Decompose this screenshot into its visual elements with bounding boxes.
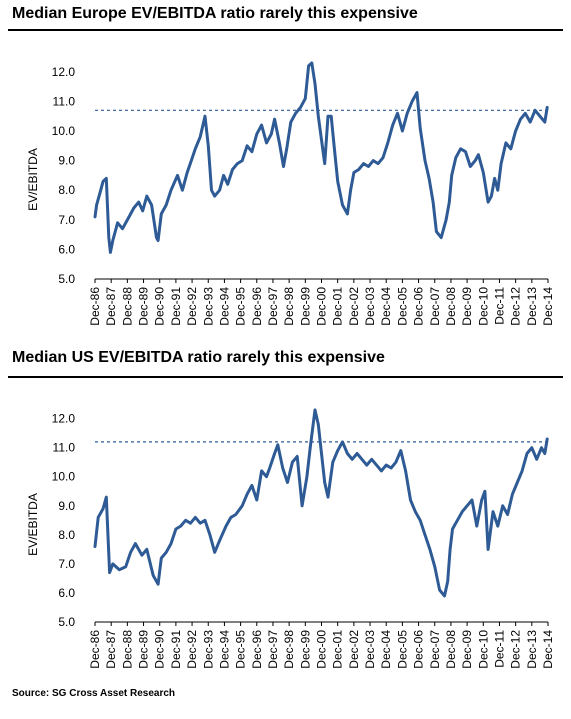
source-note: Source: SG Cross Asset Research [12, 688, 176, 699]
us-x-tick-label: Dec-91 [169, 630, 183, 669]
us-x-tick-label: Dec-04 [379, 630, 393, 669]
europe-x-tick-label: Dec-04 [379, 287, 393, 326]
us-title-rule [8, 376, 563, 378]
us-x-tick-label: Dec-07 [428, 630, 442, 669]
europe-y-tick-label: 11.0 [53, 94, 76, 108]
europe-x-tick-label: Dec-93 [201, 287, 215, 326]
us-x-tick-label: Dec-12 [509, 630, 523, 669]
us-chart-title: Median US EV/EBITDA ratio rarely this ex… [12, 349, 385, 366]
europe-x-tick-label: Dec-00 [315, 287, 329, 326]
europe-chart: 5.0 6.0 7.0 8.0 9.0 10.0 11.0 12.0 EV/EBITDA Dec-… [26, 61, 555, 326]
europe-chart-panel: Median Europe EV/EBITDA ratio rarely thi… [0, 0, 571, 350]
us-y-tick-label: 6.0 [58, 586, 75, 600]
us-x-tick-label: Dec-14 [541, 630, 555, 669]
europe-x-tick-label: Dec-98 [282, 287, 296, 326]
us-y-tick-label: 9.0 [58, 499, 75, 513]
us-x-tick-label: Dec-93 [201, 630, 215, 669]
europe-y-tick-label: 12.0 [52, 65, 76, 79]
us-x-tick-label: Dec-94 [217, 630, 231, 669]
europe-x-tick-label: Dec-11 [492, 287, 506, 325]
europe-x-tick-label: Dec-92 [185, 287, 199, 326]
us-x-tick-label: Dec-08 [444, 630, 458, 669]
europe-x-tick-label: Dec-12 [509, 287, 523, 326]
europe-y-tick-label: 5.0 [58, 272, 75, 286]
europe-chart-title: Median Europe EV/EBITDA ratio rarely thi… [12, 5, 418, 22]
europe-x-tick-label: Dec-89 [137, 287, 151, 326]
us-x-tick-label: Dec-89 [137, 630, 151, 669]
europe-x-tick-label: Dec-95 [234, 287, 248, 326]
us-chart: 5.0 6.0 7.0 8.0 9.0 10.0 11.0 12.0 EV/EBITDA Dec-… [26, 408, 555, 669]
europe-x-tick-label: Dec-13 [525, 287, 539, 326]
europe-x-tick-label: Dec-01 [331, 287, 345, 326]
us-y-tick-label: 11.0 [53, 441, 76, 455]
us-x-tick-label: Dec-11 [492, 630, 506, 668]
us-x-tick-label: Dec-01 [331, 630, 345, 669]
us-y-tick-label: 10.0 [52, 470, 76, 484]
us-x-tick-label: Dec-02 [347, 630, 361, 669]
europe-x-tick-label: Dec-96 [250, 287, 264, 326]
us-x-tick-label: Dec-96 [250, 630, 264, 669]
us-x-tick-label: Dec-00 [315, 630, 329, 669]
europe-x-tick-label: Dec-87 [104, 287, 118, 326]
us-x-tick-label: Dec-06 [412, 630, 426, 669]
europe-x-tick-label: Dec-07 [428, 287, 442, 326]
us-series-line [93, 408, 549, 598]
us-x-tick-label: Dec-09 [460, 630, 474, 669]
europe-y-axis-title: EV/EBITDA [26, 148, 40, 211]
us-y-tick-label: 12.0 [52, 412, 76, 426]
europe-x-tick-label: Dec-88 [120, 287, 134, 326]
europe-y-tick-label: 8.0 [58, 183, 75, 197]
us-y-axis-title: EV/EBITDA [26, 493, 40, 556]
us-y-tick-label: 8.0 [58, 528, 75, 542]
europe-y-tick-label: 6.0 [58, 242, 75, 256]
us-x-tick-label: Dec-10 [476, 630, 490, 669]
us-y-tick-label: 5.0 [58, 615, 75, 629]
europe-x-tick-label: Dec-94 [217, 287, 231, 326]
us-x-tick-label: Dec-87 [104, 630, 118, 669]
us-y-tick-label: 7.0 [58, 557, 75, 571]
europe-y-tick-label: 9.0 [58, 154, 75, 168]
europe-x-tick-label: Dec-14 [541, 287, 555, 326]
us-x-tick-label: Dec-13 [525, 630, 539, 669]
us-x-tick-label: Dec-90 [153, 630, 167, 669]
us-x-tick-label: Dec-98 [282, 630, 296, 669]
europe-title-rule [8, 29, 563, 31]
europe-x-tick-label: Dec-86 [88, 287, 102, 326]
europe-x-tick-label: Dec-03 [363, 287, 377, 326]
europe-x-tick-label: Dec-05 [395, 287, 409, 326]
europe-x-tick-label: Dec-99 [298, 287, 312, 326]
us-x-tick-label: Dec-95 [234, 630, 248, 669]
us-chart-panel: Median US EV/EBITDA ratio rarely this ex… [0, 349, 571, 684]
us-x-tick-label: Dec-05 [395, 630, 409, 669]
europe-series-line [93, 61, 549, 254]
us-x-tick-label: Dec-86 [88, 630, 102, 669]
europe-x-tick-label: Dec-91 [169, 287, 183, 326]
europe-x-tick-label: Dec-02 [347, 287, 361, 326]
europe-x-tick-label: Dec-90 [153, 287, 167, 326]
europe-x-tick-label: Dec-10 [476, 287, 490, 326]
europe-y-tick-label: 7.0 [58, 213, 75, 227]
europe-x-tick-label: Dec-06 [412, 287, 426, 326]
us-x-tick-label: Dec-99 [298, 630, 312, 669]
europe-x-tick-label: Dec-08 [444, 287, 458, 326]
us-x-tick-label: Dec-03 [363, 630, 377, 669]
us-x-tick-label: Dec-92 [185, 630, 199, 669]
us-x-tick-label: Dec-97 [266, 630, 280, 669]
europe-x-tick-label: Dec-09 [460, 287, 474, 326]
europe-x-tick-label: Dec-97 [266, 287, 280, 326]
us-x-tick-label: Dec-88 [120, 630, 134, 669]
europe-y-tick-label: 10.0 [52, 124, 76, 138]
